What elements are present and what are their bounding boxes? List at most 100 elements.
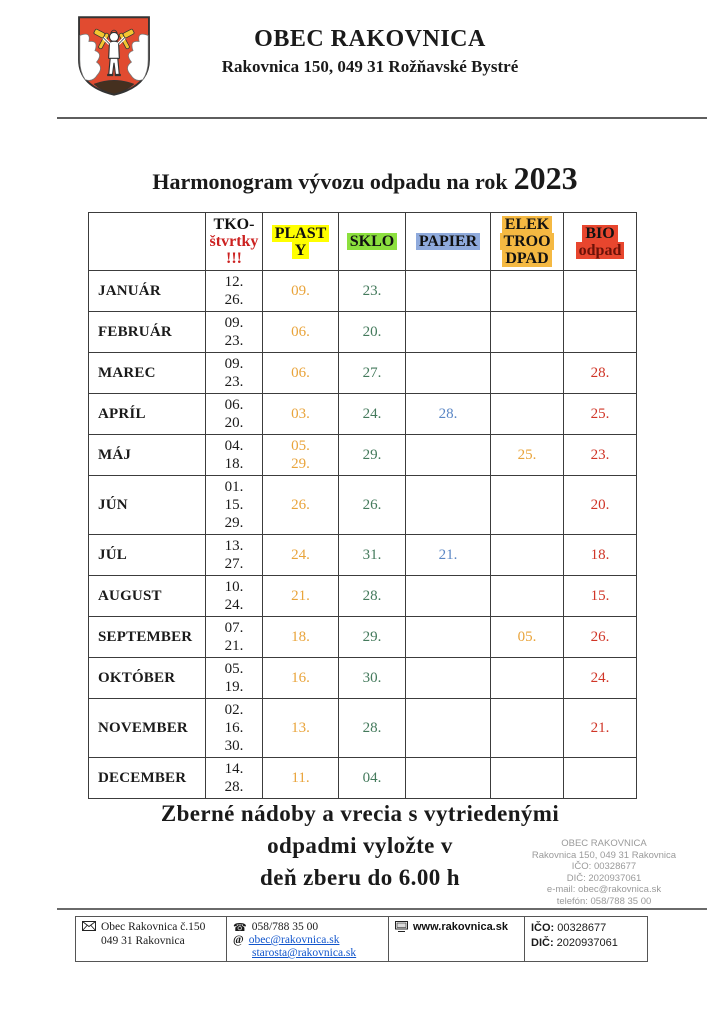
- letterhead: OBEC RAKOVNICA Rakovnica 150, 049 31 Rož…: [140, 26, 600, 77]
- collection-date: 15.: [590, 588, 610, 604]
- cell-tko: 13. 27.: [205, 534, 263, 576]
- stamp-line: IČO: 00328677: [571, 861, 637, 872]
- collection-date: 24.: [291, 547, 310, 563]
- collection-date: 26.: [224, 292, 244, 308]
- collection-date: 31.: [362, 547, 382, 563]
- month-label: NOVEMBER: [88, 698, 206, 758]
- month-label: JÚL: [88, 534, 206, 576]
- month-label: AUGUST: [88, 575, 206, 617]
- collection-date: 20.: [224, 415, 244, 431]
- month-row: SEPTEMBER 07. 21. 18. 29. 05. 26.: [88, 616, 637, 658]
- month-label: MÁJ: [88, 434, 206, 476]
- rakovnica-crest-icon: [78, 16, 150, 96]
- stamp-line: OBEC RAKOVNICA: [561, 838, 647, 849]
- collection-date: 16.: [224, 720, 244, 736]
- collection-date: 30.: [362, 670, 382, 686]
- month-label: SEPTEMBER: [88, 616, 206, 658]
- cell-sklo: 29.: [338, 434, 406, 476]
- column-header-label: BIO: [582, 224, 618, 242]
- notice-line: odpadmi vyložte v: [267, 833, 453, 858]
- collection-date: 23.: [224, 333, 244, 349]
- footer-email-primary[interactable]: obec@rakovnica.sk: [248, 934, 340, 946]
- cell-bio: 28.: [563, 352, 637, 394]
- collection-date: 23.: [362, 283, 382, 299]
- month-row: JÚN 01. 15. 29. 26. 26. 20.: [88, 475, 637, 535]
- cell-sklo: 31.: [338, 534, 406, 576]
- column-header-sklo: SKLO: [338, 212, 406, 271]
- cell-bio: 15.: [563, 575, 637, 617]
- cell-elektroodpad: [490, 657, 564, 699]
- collection-date: 27.: [224, 556, 244, 572]
- month-row: AUGUST 10. 24. 21. 28. 15.: [88, 575, 637, 617]
- collection-date: 28.: [362, 720, 382, 736]
- month-row: MAREC 09. 23. 06. 27. 28.: [88, 352, 637, 394]
- cell-tko: 10. 24.: [205, 575, 263, 617]
- cell-elektroodpad: [490, 352, 564, 394]
- collection-date: 13.: [224, 538, 244, 554]
- cell-elektroodpad: [490, 475, 564, 535]
- column-header-label: DPAD: [502, 250, 552, 267]
- column-header-label: ELEK: [501, 216, 553, 233]
- collection-date: 02.: [224, 702, 244, 718]
- collection-date: 06.: [291, 324, 310, 340]
- cell-papier: [405, 311, 491, 353]
- cell-tko: 05. 19.: [205, 657, 263, 699]
- cell-tko: 07. 21.: [205, 616, 263, 658]
- cell-tko: 12. 26.: [205, 270, 263, 312]
- cell-bio: 26.: [563, 616, 637, 658]
- month-label: JANUÁR: [88, 270, 206, 312]
- collection-date: 24.: [362, 406, 382, 422]
- cell-sklo: 30.: [338, 657, 406, 699]
- collection-date: 29.: [291, 456, 310, 472]
- collection-date: 11.: [291, 770, 310, 786]
- cell-elektroodpad: [490, 757, 564, 799]
- collection-date: 14.: [224, 761, 244, 777]
- collection-date: 21.: [291, 588, 310, 604]
- cell-bio: [563, 270, 637, 312]
- cell-elektroodpad: 05.: [490, 616, 564, 658]
- footer-website-cell: www.rakovnica.sk: [388, 917, 524, 961]
- collection-date: 16.: [291, 670, 310, 686]
- cell-tko: 09. 23.: [205, 352, 263, 394]
- month-row: OKTÓBER 05. 19. 16. 30. 24.: [88, 657, 637, 699]
- cell-papier: [405, 270, 491, 312]
- collection-date: 23.: [224, 374, 244, 390]
- collection-date: 27.: [362, 365, 382, 381]
- cell-papier: 21.: [405, 534, 491, 576]
- collection-date: 15.: [224, 497, 244, 513]
- cell-elektroodpad: [490, 311, 564, 353]
- footer-phone: 058/788 35 00: [251, 921, 319, 933]
- cell-tko: 04. 18.: [205, 434, 263, 476]
- column-header-label: SKLO: [346, 233, 398, 250]
- cell-papier: 28.: [405, 393, 491, 435]
- cell-elektroodpad: [490, 393, 564, 435]
- cell-plasty: 05. 29.: [262, 434, 339, 476]
- ico-value: 00328677: [557, 922, 607, 934]
- footer-address-line1: Obec Rakovnica č.150: [101, 921, 206, 933]
- cell-sklo: 27.: [338, 352, 406, 394]
- cell-plasty: 11.: [262, 757, 339, 799]
- collection-date: 29.: [362, 629, 382, 645]
- ico-label: IČO:: [531, 922, 555, 934]
- collection-date: 09.: [224, 356, 244, 372]
- collection-date: 29.: [224, 515, 244, 531]
- cell-plasty: 21.: [262, 575, 339, 617]
- collection-date: 28.: [438, 406, 458, 422]
- cell-sklo: 26.: [338, 475, 406, 535]
- cell-sklo: 24.: [338, 393, 406, 435]
- header-divider: [57, 117, 707, 119]
- stamp-line: telefón: 058/788 35 00: [556, 895, 652, 907]
- table-header-row: TKO-štvrtky!!! PLAST Y SKLO PAPIER ELEK TROO DP…: [88, 212, 637, 271]
- cell-elektroodpad: [490, 270, 564, 312]
- month-label: MAREC: [88, 352, 206, 394]
- month-row: APRÍL 06. 20. 03. 24. 28. 25.: [88, 393, 637, 435]
- cell-papier: [405, 657, 491, 699]
- column-header-label: TKO-: [213, 216, 255, 233]
- cell-papier: [405, 352, 491, 394]
- footer-website-link[interactable]: www.rakovnica.sk: [413, 921, 508, 933]
- collection-date: 18.: [590, 547, 610, 563]
- stamp-line: Rakovnica 150, 049 31 Rakovnica: [531, 849, 677, 861]
- collection-date: 28.: [590, 365, 610, 381]
- footer-email-secondary[interactable]: starosta@rakovnica.sk: [252, 947, 357, 959]
- cell-bio: 23.: [563, 434, 637, 476]
